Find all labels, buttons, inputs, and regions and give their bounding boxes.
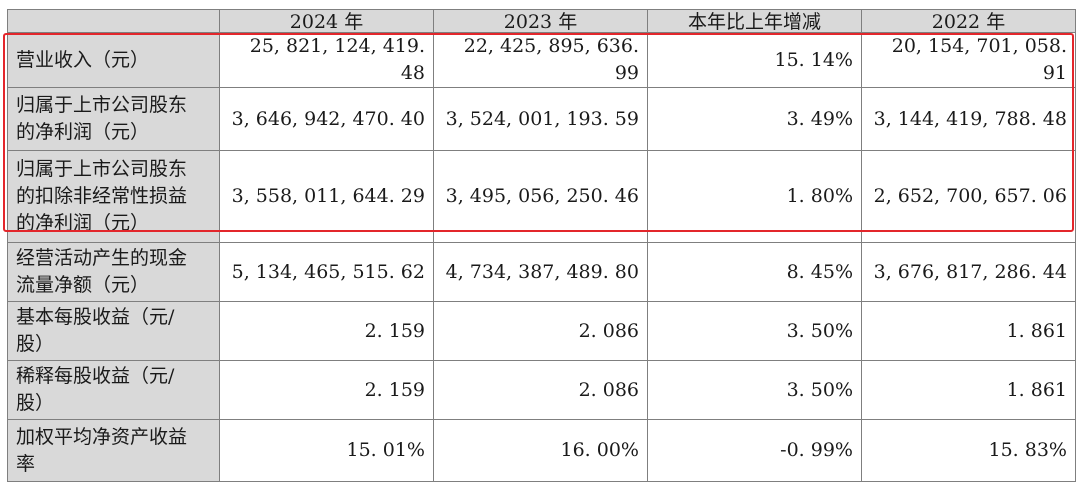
value-yoy: 3. 49% [647, 87, 862, 151]
header-2024: 2024 年 [219, 9, 434, 33]
row-net-profit-excl-nonrecurring: 归属于上市公司股东 的扣除非经常性损益 的净利润（元） 3, 558, 011,… [7, 150, 1076, 243]
value-yoy: 3. 50% [647, 360, 862, 420]
row-basic-eps: 基本每股收益（元/ 股） 2. 159 2. 086 3. 50% 1. 861 [7, 301, 1076, 361]
value-2023: 2. 086 [433, 301, 648, 361]
value-2024: 2. 159 [219, 360, 434, 420]
value-2022: 1. 861 [861, 360, 1076, 420]
value-yoy: -0. 99% [647, 419, 862, 482]
header-2023: 2023 年 [433, 9, 648, 33]
header-yoy-change: 本年比上年增减 [647, 9, 862, 33]
financial-summary: 2024 年 2023 年 本年比上年增减 2022 年 营业收入（元） 25,… [7, 9, 1076, 482]
financial-table: 2024 年 2023 年 本年比上年增减 2022 年 营业收入（元） 25,… [7, 9, 1076, 482]
value-2023: 3, 495, 056, 250. 46 [433, 150, 648, 243]
value-2022: 20, 154, 701, 058. 91 [861, 32, 1076, 88]
row-label: 基本每股收益（元/ 股） [7, 301, 220, 361]
row-net-profit: 归属于上市公司股东 的净利润（元） 3, 646, 942, 470. 40 3… [7, 87, 1076, 151]
value-2023: 16. 00% [433, 419, 648, 482]
value-2022: 3, 144, 419, 788. 48 [861, 87, 1076, 151]
value-yoy: 1. 80% [647, 150, 862, 243]
value-2024: 5, 134, 465, 515. 62 [219, 242, 434, 302]
row-label: 稀释每股收益（元/ 股） [7, 360, 220, 420]
row-label: 归属于上市公司股东 的净利润（元） [7, 87, 220, 151]
value-2022: 15. 83% [861, 419, 1076, 482]
value-yoy: 8. 45% [647, 242, 862, 302]
row-diluted-eps: 稀释每股收益（元/ 股） 2. 159 2. 086 3. 50% 1. 861 [7, 360, 1076, 420]
header-row: 2024 年 2023 年 本年比上年增减 2022 年 [7, 9, 1076, 33]
value-2024: 25, 821, 124, 419. 48 [219, 32, 434, 88]
row-label: 经营活动产生的现金 流量净额（元） [7, 242, 220, 302]
row-label: 归属于上市公司股东 的扣除非经常性损益 的净利润（元） [7, 150, 220, 243]
value-2024: 2. 159 [219, 301, 434, 361]
row-label: 营业收入（元） [7, 32, 220, 88]
value-yoy: 3. 50% [647, 301, 862, 361]
header-2022: 2022 年 [861, 9, 1076, 33]
value-2022: 2, 652, 700, 657. 06 [861, 150, 1076, 243]
value-2022: 3, 676, 817, 286. 44 [861, 242, 1076, 302]
value-2023: 3, 524, 001, 193. 59 [433, 87, 648, 151]
value-2023: 4, 734, 387, 489. 80 [433, 242, 648, 302]
row-weighted-roe: 加权平均净资产收益 率 15. 01% 16. 00% -0. 99% 15. … [7, 419, 1076, 482]
value-2024: 3, 558, 011, 644. 29 [219, 150, 434, 243]
value-2022: 1. 861 [861, 301, 1076, 361]
row-label: 加权平均净资产收益 率 [7, 419, 220, 482]
value-2023: 22, 425, 895, 636. 99 [433, 32, 648, 88]
value-2024: 3, 646, 942, 470. 40 [219, 87, 434, 151]
value-yoy: 15. 14% [647, 32, 862, 88]
row-operating-cash-flow: 经营活动产生的现金 流量净额（元） 5, 134, 465, 515. 62 4… [7, 242, 1076, 302]
header-corner [7, 9, 220, 33]
value-2024: 15. 01% [219, 419, 434, 482]
row-revenue: 营业收入（元） 25, 821, 124, 419. 48 22, 425, 8… [7, 32, 1076, 88]
value-2023: 2. 086 [433, 360, 648, 420]
